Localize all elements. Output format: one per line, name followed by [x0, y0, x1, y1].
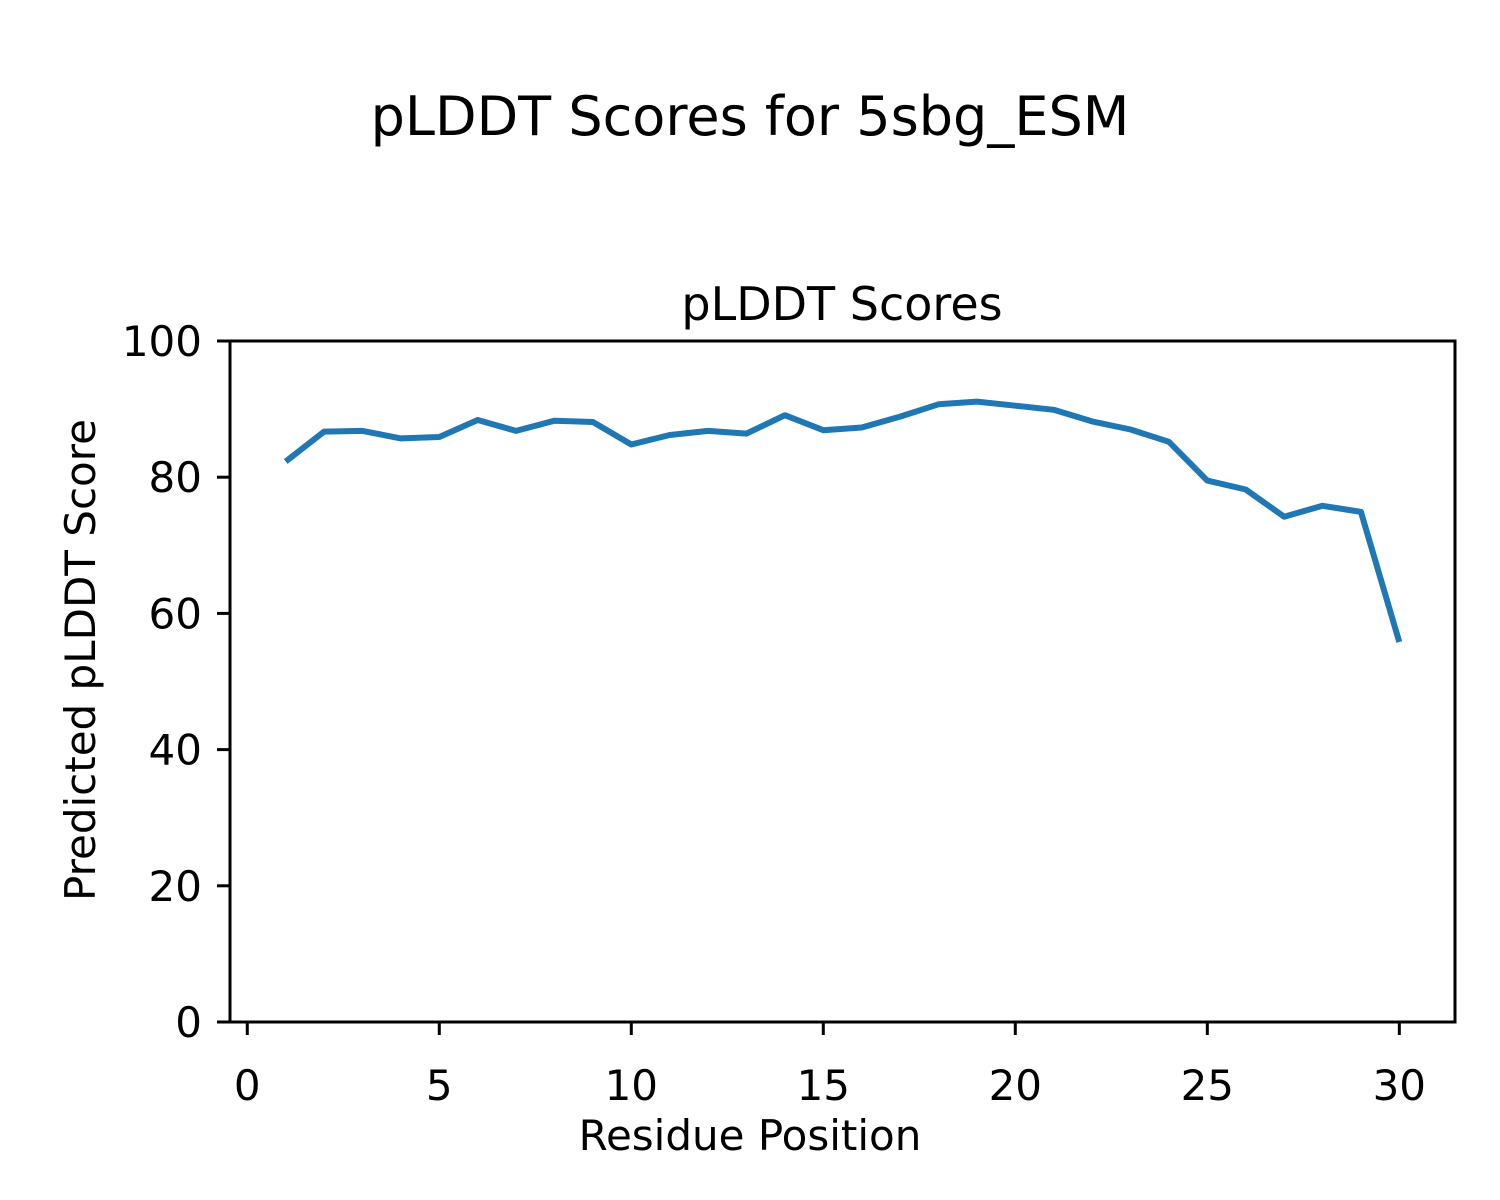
x-tick-label: 25 — [1181, 1061, 1234, 1110]
y-tick-label: 0 — [175, 998, 202, 1047]
y-tick-label: 100 — [122, 317, 202, 366]
x-axis-label: Residue Position — [579, 1111, 922, 1160]
x-axis-ticks: 0 5 10 15 20 25 30 — [234, 1022, 1426, 1110]
x-tick-label: 15 — [797, 1061, 850, 1110]
plddt-line — [283, 398, 1403, 643]
figure-title: pLDDT Scores for 5sbg_ESM — [371, 85, 1130, 148]
x-tick-label: 5 — [426, 1061, 453, 1110]
plot-area — [228, 339, 1457, 1024]
y-tick-label: 40 — [149, 726, 202, 775]
axes-title: pLDDT Scores — [681, 277, 1002, 331]
x-tick-label: 0 — [234, 1061, 261, 1110]
x-tick-label: 10 — [605, 1061, 658, 1110]
x-tick-label: 20 — [989, 1061, 1042, 1110]
y-tick-label: 60 — [149, 589, 202, 638]
y-tick-label: 80 — [149, 453, 202, 502]
y-axis-label: Predicted pLDDT Score — [56, 419, 105, 901]
y-tick-label: 20 — [149, 862, 202, 911]
x-tick-label: 30 — [1373, 1061, 1426, 1110]
y-axis-ticks: 0 20 40 60 80 100 — [122, 317, 230, 1047]
